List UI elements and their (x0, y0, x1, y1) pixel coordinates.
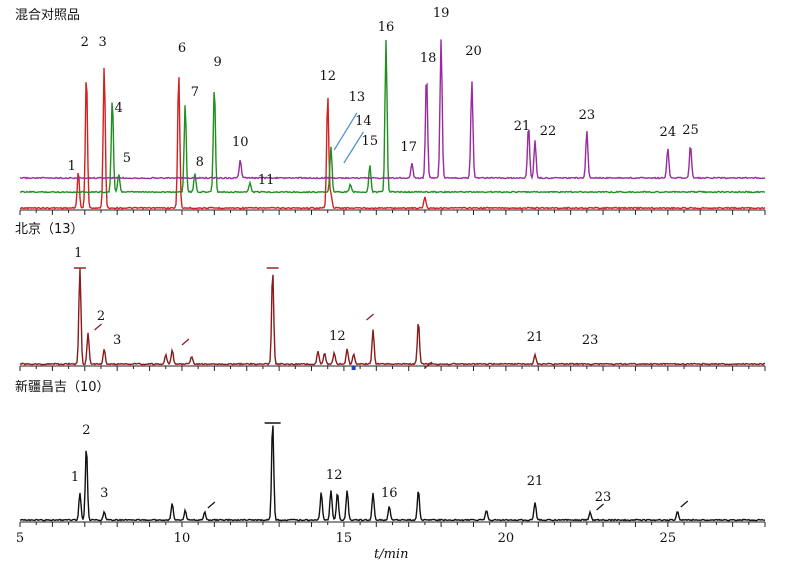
peak-label-12-panel-2: 12 (329, 329, 346, 344)
axes-layer: 5 10 15 20 25 (16, 209, 766, 546)
peak-label-2-panel-2: 2 (97, 309, 105, 324)
peak-label-17-panel-1: 17 (400, 140, 417, 155)
peak-label-3-panel-3: 3 (100, 486, 108, 501)
panel-title-beijing: 北京（13） (15, 222, 84, 237)
peak-label-2-panel-1: 2 (81, 35, 89, 50)
peak-label-19-panel-1: 19 (433, 6, 450, 21)
trace-green-panel-1 (20, 39, 766, 194)
x-tick-label-5: 5 (16, 531, 24, 546)
arrow-peak-13 (333, 112, 358, 151)
baseline-marker (351, 366, 356, 370)
peak-label-21-panel-2: 21 (527, 330, 544, 345)
trace-darkred-panel-2 (19, 268, 765, 366)
peak-label-24-panel-1: 24 (660, 125, 677, 140)
peak-label-20-panel-1: 20 (465, 44, 482, 59)
annotation-tick-mark (181, 338, 190, 346)
x-tick-label-20: 20 (498, 531, 515, 546)
traces-layer (19, 39, 766, 522)
x-tick-label-10: 10 (174, 531, 191, 546)
annotation-tick-mark (424, 361, 433, 369)
annotation-tick-mark (366, 313, 374, 321)
annotation-tick-mark (94, 323, 102, 331)
annotation-tick-mark (596, 503, 604, 511)
peak-label-11-panel-1: 11 (258, 173, 275, 188)
peak-label-23-panel-3: 23 (595, 490, 612, 505)
peak-label-21-panel-3: 21 (527, 474, 544, 489)
peak-label-15-panel-1: 15 (362, 134, 379, 149)
trace-red-panel-1 (20, 67, 766, 210)
peak-label-21-panel-1: 21 (514, 119, 531, 134)
peak-label-8-panel-1: 8 (196, 155, 204, 170)
peak-label-10-panel-1: 10 (232, 135, 249, 150)
annotation-tick-mark (207, 501, 216, 509)
peak-label-1-panel-3: 1 (71, 470, 79, 485)
peak-label-23-panel-2: 23 (582, 333, 599, 348)
panel-title-xinjiang: 新疆昌吉（10） (15, 380, 110, 395)
peak-label-16-panel-1: 16 (378, 20, 395, 35)
peak-label-7-panel-1: 7 (191, 85, 199, 100)
x-axis-label: t/min (374, 547, 409, 562)
annotation-tick-mark (680, 500, 689, 508)
peak-label-12-panel-3: 12 (326, 468, 343, 483)
peak-label-6-panel-1: 6 (178, 41, 186, 56)
decor-layer (73, 112, 689, 511)
peak-label-4-panel-1: 4 (115, 101, 123, 116)
peak-label-25-panel-1: 25 (682, 123, 699, 138)
trace-purple-panel-1 (19, 39, 766, 181)
peak-label-14-panel-1: 14 (355, 114, 372, 129)
peak-label-22-panel-1: 22 (540, 124, 557, 139)
peak-label-2-panel-3: 2 (82, 423, 90, 438)
x-tick-label-25: 25 (660, 531, 677, 546)
peak-label-23-panel-1: 23 (579, 108, 596, 123)
peak-label-12-panel-1: 12 (319, 69, 336, 84)
panel-title-mixed-standard: 混合对照品 (15, 8, 81, 23)
x-tick-label-15: 15 (336, 531, 353, 546)
peak-label-13-panel-1: 13 (349, 90, 366, 105)
peak-label-3-panel-1: 3 (98, 35, 106, 50)
peak-label-18-panel-1: 18 (420, 51, 437, 66)
peak-label-3-panel-2: 3 (113, 333, 121, 348)
peak-label-1-panel-2: 1 (74, 246, 82, 261)
peak-label-5-panel-1: 5 (123, 151, 131, 166)
peak-label-9-panel-1: 9 (213, 55, 221, 70)
arrow-peak-14 (343, 131, 364, 164)
trace-black-panel-3 (19, 425, 765, 522)
peak-label-16-panel-3: 16 (381, 486, 398, 501)
peak-label-1-panel-1: 1 (68, 159, 76, 174)
